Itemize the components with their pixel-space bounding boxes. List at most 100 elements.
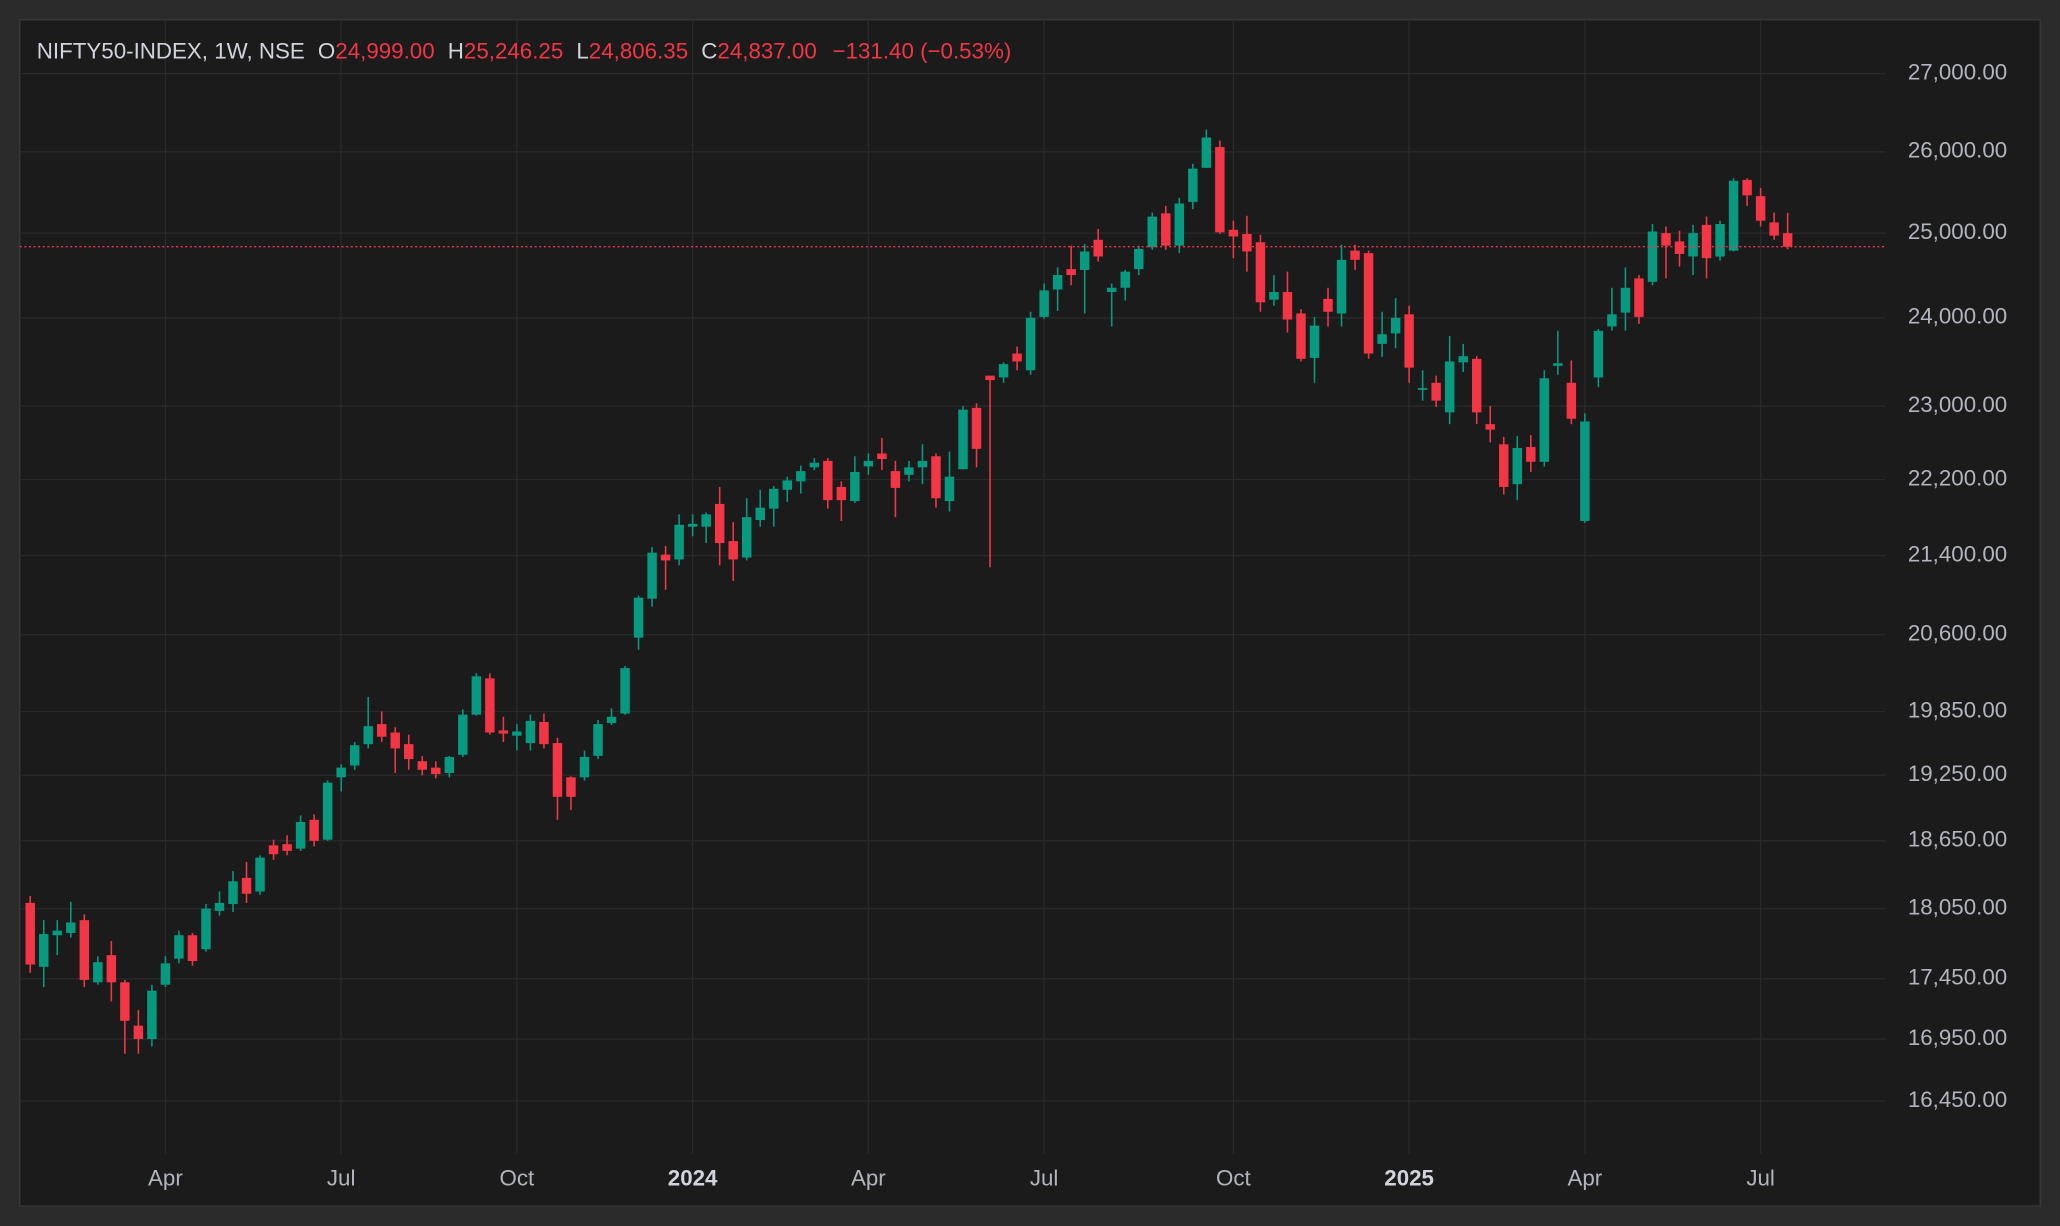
x-tick-label: Apr xyxy=(1567,1166,1602,1191)
candle-body xyxy=(133,1025,144,1040)
high-value: 25,246.25 xyxy=(464,38,563,63)
candle-body xyxy=(1309,325,1320,358)
candle-body xyxy=(322,782,333,840)
candle-body xyxy=(1147,216,1158,248)
candle-body xyxy=(566,777,576,797)
candle-body xyxy=(890,471,901,488)
candle-body xyxy=(985,375,995,381)
candle-body xyxy=(1161,213,1171,246)
candle-body xyxy=(174,935,184,959)
candle-body xyxy=(796,471,806,482)
candle-body xyxy=(52,930,62,936)
candle-body xyxy=(1444,361,1455,413)
candle-body xyxy=(498,730,509,734)
candles xyxy=(19,129,1886,1054)
candle-body xyxy=(295,822,306,849)
high-label: H xyxy=(448,38,464,63)
candle-body xyxy=(674,524,684,560)
candle-body xyxy=(106,955,117,983)
y-tick-label: 25,000.00 xyxy=(1908,219,2007,244)
candle-body xyxy=(741,517,752,558)
candle-body xyxy=(552,743,563,797)
x-tick-label: Jul xyxy=(327,1166,356,1191)
candle-body xyxy=(1039,290,1049,317)
candle-body xyxy=(336,767,346,778)
y-tick-label: 19,850.00 xyxy=(1908,697,2007,722)
candle-body xyxy=(1471,358,1482,413)
candle-body xyxy=(593,724,603,756)
y-tick-label: 16,950.00 xyxy=(1908,1025,2007,1050)
y-tick-label: 24,000.00 xyxy=(1908,304,2007,329)
candle-body xyxy=(1769,222,1779,236)
candle-body xyxy=(1458,356,1468,363)
candle-body xyxy=(1134,248,1144,270)
y-tick-label: 27,000.00 xyxy=(1908,59,2007,84)
y-tick-label: 18,650.00 xyxy=(1908,827,2007,852)
candle-body xyxy=(633,597,644,638)
candle-body xyxy=(255,857,265,892)
candle-body xyxy=(1201,137,1212,168)
low-value: 24,806.35 xyxy=(589,38,688,63)
candle-body xyxy=(769,488,779,509)
candle-body xyxy=(1607,314,1617,327)
candle-body xyxy=(444,756,455,774)
candle-body xyxy=(1634,278,1644,317)
candle-body xyxy=(431,767,441,775)
candle-body xyxy=(606,716,617,724)
candle-body xyxy=(687,523,698,527)
candle-body xyxy=(714,503,725,544)
candle-body xyxy=(1674,241,1685,254)
close-label: C xyxy=(701,38,717,63)
candle-body xyxy=(309,819,319,841)
candle-body xyxy=(958,409,968,470)
candle-body xyxy=(363,726,373,745)
candle-body xyxy=(1215,147,1225,233)
candle-body xyxy=(458,714,468,755)
candle-body xyxy=(79,920,90,980)
candle-body xyxy=(1701,224,1712,259)
candle-body xyxy=(1782,233,1793,247)
candle-body xyxy=(404,744,414,760)
candle-body xyxy=(971,407,982,449)
candle-body xyxy=(187,935,198,962)
y-tick-label: 16,450.00 xyxy=(1908,1087,2007,1112)
candle-body xyxy=(1647,231,1658,282)
candle-body xyxy=(1539,378,1550,462)
candle-body xyxy=(66,922,76,933)
candle-body xyxy=(1417,388,1428,390)
candle-body xyxy=(1404,314,1414,368)
close-value: 24,837.00 xyxy=(717,38,816,63)
candle-body xyxy=(1350,250,1360,260)
candle-body xyxy=(809,462,820,468)
candle-body xyxy=(1174,203,1185,246)
grid xyxy=(19,19,1886,1154)
candle-body xyxy=(390,732,400,749)
candle-body xyxy=(147,990,157,1040)
candle-body xyxy=(1755,196,1766,221)
change-value: −131.40 (−0.53%) xyxy=(833,38,1012,63)
candle-body xyxy=(1093,239,1103,257)
x-tick-label: Jul xyxy=(1746,1166,1775,1191)
candle-body xyxy=(160,963,171,985)
candle-body xyxy=(877,453,887,460)
candle-body xyxy=(1580,421,1590,521)
candle-body xyxy=(1228,229,1239,237)
candle-body xyxy=(1025,317,1036,371)
candle-body xyxy=(1282,292,1293,320)
candle-body xyxy=(1363,253,1374,354)
candle-body xyxy=(998,364,1009,378)
candle-body xyxy=(1242,233,1252,252)
candle-body xyxy=(214,902,225,911)
candle-body xyxy=(1512,447,1523,485)
candle-body xyxy=(1066,269,1076,276)
y-tick-label: 21,400.00 xyxy=(1908,541,2007,566)
candle-body xyxy=(579,756,590,778)
candle-body xyxy=(863,460,874,467)
chart-panel xyxy=(19,19,2041,1207)
open-label: O xyxy=(318,38,335,63)
candle-body xyxy=(1296,313,1306,359)
candle-body xyxy=(823,460,833,501)
y-tick-label: 23,000.00 xyxy=(1908,392,2007,417)
candle-body xyxy=(120,982,130,1021)
